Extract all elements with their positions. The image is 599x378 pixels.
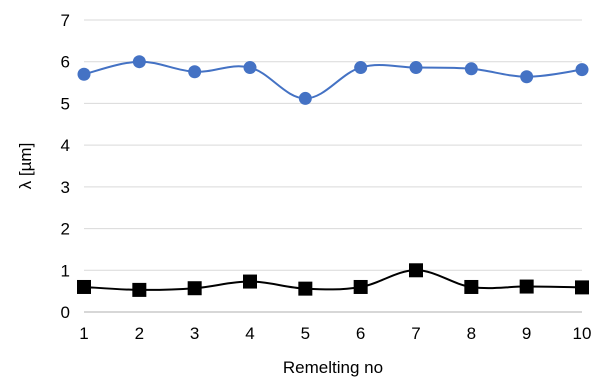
series-line xyxy=(83,60,583,100)
data-point xyxy=(409,263,423,278)
x-tick-labels: 1 2 3 4 5 6 7 8 9 10 xyxy=(79,324,591,343)
x-tick-label: 1 xyxy=(79,324,88,343)
data-point xyxy=(464,279,479,294)
gridlines xyxy=(84,19,582,271)
data-point xyxy=(243,274,257,289)
data-point xyxy=(519,279,534,294)
data-point xyxy=(132,282,147,297)
x-tick-label: 9 xyxy=(522,324,531,343)
y-tick-label: 4 xyxy=(61,136,70,155)
series-line xyxy=(83,269,583,291)
data-point xyxy=(298,281,313,296)
y-tick-label: 7 xyxy=(61,11,70,30)
x-tick-label: 2 xyxy=(135,324,144,343)
data-point xyxy=(409,61,423,75)
y-tick-labels: 0 1 2 3 4 5 6 7 xyxy=(61,11,70,322)
data-point xyxy=(132,55,146,69)
y-axis-title: λ [µm] xyxy=(16,143,35,190)
data-point xyxy=(77,279,91,294)
data-point xyxy=(520,70,534,84)
data-point xyxy=(188,65,202,79)
data-point xyxy=(353,279,368,294)
data-point xyxy=(464,62,478,76)
x-tick-label: 8 xyxy=(467,324,476,343)
x-tick-label: 5 xyxy=(301,324,310,343)
x-tick-label: 4 xyxy=(245,324,254,343)
data-point xyxy=(77,67,91,81)
x-tick-label: 6 xyxy=(356,324,365,343)
x-axis-title: Remelting no xyxy=(283,358,383,377)
data-point xyxy=(298,91,312,105)
x-tick-label: 7 xyxy=(411,324,420,343)
data-point xyxy=(575,280,589,295)
y-tick-label: 5 xyxy=(61,94,70,113)
series-1 xyxy=(77,55,589,105)
y-tick-label: 3 xyxy=(61,178,70,197)
y-tick-label: 6 xyxy=(61,53,70,72)
x-tick-label: 3 xyxy=(190,324,199,343)
series-layer xyxy=(77,55,589,297)
y-tick-label: 0 xyxy=(61,303,70,322)
y-tick-label: 2 xyxy=(61,220,70,239)
x-tick-label: 10 xyxy=(573,324,592,343)
series-2 xyxy=(77,263,589,297)
data-point xyxy=(187,281,202,296)
y-tick-label: 1 xyxy=(61,261,70,280)
data-point xyxy=(243,61,257,75)
data-point xyxy=(575,63,589,77)
data-point xyxy=(354,61,368,75)
